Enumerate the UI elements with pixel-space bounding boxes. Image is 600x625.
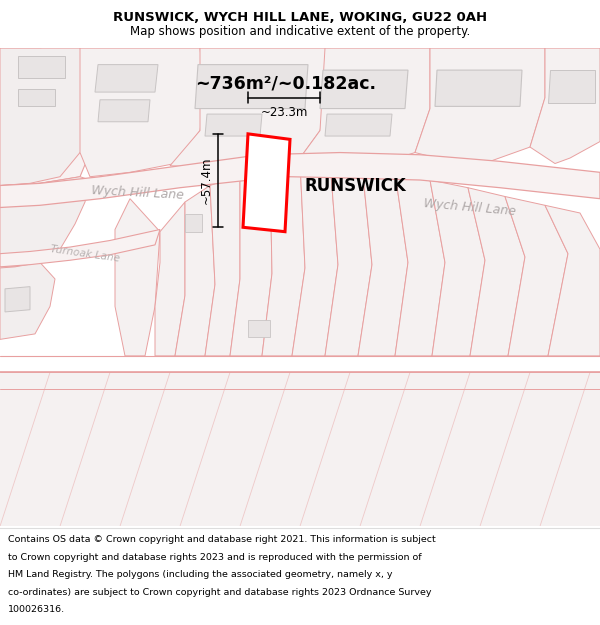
Polygon shape [0,262,55,339]
Polygon shape [170,48,330,168]
Polygon shape [505,196,568,356]
Polygon shape [415,48,545,161]
Polygon shape [18,56,65,78]
Polygon shape [468,188,525,356]
Polygon shape [95,64,158,92]
Polygon shape [292,161,338,356]
Text: to Crown copyright and database rights 2023 and is reproduced with the permissio: to Crown copyright and database rights 2… [8,552,421,562]
Polygon shape [0,48,90,186]
Polygon shape [0,152,600,208]
Text: RUNSWICK: RUNSWICK [304,176,406,194]
Text: ~23.3m: ~23.3m [260,106,308,119]
Polygon shape [0,372,600,526]
Polygon shape [248,319,270,338]
Text: 100026316.: 100026316. [8,606,65,614]
Text: Contains OS data © Crown copyright and database right 2021. This information is : Contains OS data © Crown copyright and d… [8,535,436,544]
Text: Map shows position and indicative extent of the property.: Map shows position and indicative extent… [130,24,470,38]
Text: RUNSWICK, WYCH HILL LANE, WOKING, GU22 0AH: RUNSWICK, WYCH HILL LANE, WOKING, GU22 0… [113,11,487,24]
Text: Wych Hill Lane: Wych Hill Lane [423,197,517,218]
Polygon shape [5,287,30,312]
Polygon shape [530,48,600,164]
Polygon shape [115,199,160,356]
Polygon shape [175,186,215,356]
Polygon shape [325,114,392,136]
Polygon shape [155,202,185,356]
Polygon shape [300,48,430,166]
Polygon shape [320,70,408,109]
Polygon shape [435,70,522,106]
Polygon shape [205,174,240,356]
Text: Wych Hill Lane: Wych Hill Lane [91,184,185,202]
Text: Turnoak Lane: Turnoak Lane [50,244,121,264]
Polygon shape [230,166,272,356]
Text: co-ordinates) are subject to Crown copyright and database rights 2023 Ordnance S: co-ordinates) are subject to Crown copyr… [8,588,431,597]
Text: ~57.4m: ~57.4m [199,157,212,204]
Polygon shape [185,214,202,232]
Polygon shape [195,64,308,109]
Polygon shape [18,89,55,106]
Polygon shape [98,100,150,122]
Polygon shape [325,161,372,356]
Polygon shape [205,114,262,136]
Polygon shape [243,134,290,232]
Polygon shape [395,173,445,356]
Polygon shape [0,177,90,267]
Polygon shape [545,205,600,356]
Polygon shape [80,48,205,177]
Text: HM Land Registry. The polygons (including the associated geometry, namely x, y: HM Land Registry. The polygons (includin… [8,570,392,579]
Polygon shape [430,180,485,356]
Polygon shape [262,161,305,356]
Polygon shape [0,48,100,186]
Polygon shape [358,166,408,356]
Polygon shape [0,229,160,267]
Polygon shape [548,70,595,103]
Text: ~736m²/~0.182ac.: ~736m²/~0.182ac. [195,74,376,92]
